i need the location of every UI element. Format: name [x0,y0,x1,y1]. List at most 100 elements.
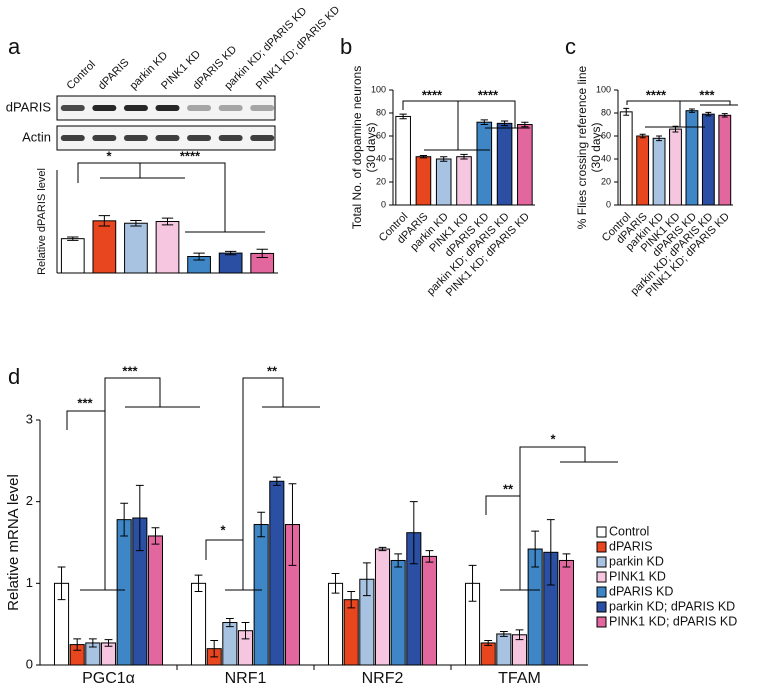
significance-label: ** [503,481,514,496]
error-bar [639,133,646,139]
error-bar [362,562,371,597]
error-bar [241,622,250,640]
legend-swatch [596,541,607,553]
y-tick-label: 100 [596,84,611,94]
bar [116,519,132,666]
significance-bracket [679,100,731,127]
error-bar [688,108,695,113]
y-tick-label: 0 [26,656,33,671]
blot-band [123,135,148,141]
significance-bracket [205,539,244,590]
panel-label: c [565,34,576,59]
blot-band [60,105,85,111]
y-tick-label: 0 [606,199,611,209]
error-bar [98,215,111,227]
error-bar [460,153,468,160]
legend-label: parkin KD [609,554,664,568]
bar [124,222,148,274]
bar [685,110,699,206]
bar [147,535,164,666]
lane-label: Control [64,59,98,93]
bar [652,137,666,206]
panel-label: b [340,34,352,59]
error-bar [425,550,434,563]
bar [517,124,533,206]
significance-bracket [242,377,284,590]
blot-band [250,105,275,111]
significance-label: * [220,522,226,537]
x-tick-label: PGC1α [82,670,135,684]
legend-label: dPARIS [609,539,653,553]
error-bar [521,121,529,128]
bar [190,582,207,666]
significance-bracket [139,162,226,232]
bar [619,111,633,206]
error-bar [440,156,448,162]
bar [669,128,682,206]
significance-bracket [66,410,106,590]
error-bar [484,640,493,646]
y-tick-label: 80 [601,107,611,117]
blot-band [250,135,275,141]
bar [496,633,512,666]
bar [390,559,406,666]
error-bar [104,639,113,647]
legend-label: Control [609,524,649,538]
significance-bracket [457,100,516,150]
panel-label: d [8,364,20,389]
bar [269,480,285,666]
y-tick-label: 40 [601,153,611,163]
error-bar [225,617,234,628]
blot-band [60,135,85,141]
error-bar [257,511,266,538]
lane-label: dPARIS [96,57,132,93]
y-tick-label: 60 [601,130,611,140]
y-tick-label: 2 [26,493,33,508]
blot-row-label: Actin [22,129,51,144]
bar [456,156,472,206]
error-bar [135,484,144,552]
error-bar [399,113,407,120]
bar [253,524,269,666]
bar [218,252,243,274]
blot-band [218,105,243,111]
legend-label: dPARIS KD [609,584,673,598]
bar [327,582,344,666]
significance-bracket [485,495,521,590]
bar [718,114,732,206]
y-axis-label: Relative dPARIS level [36,168,48,275]
bar [476,121,493,206]
error-bar [378,546,387,552]
error-bar [721,113,728,118]
error-bar [546,519,555,586]
bar [60,238,85,274]
bar [343,599,359,666]
y-tick-label: 0 [381,199,386,209]
error-bar [623,107,630,116]
significance-bracket [626,100,681,127]
error-bar [394,553,403,568]
bar [155,221,180,274]
significance-label: *** [77,395,93,410]
blot-band [123,105,148,111]
significance-bracket [519,446,586,590]
y-tick-label: 3 [26,411,33,426]
bar [415,156,432,206]
x-tick-label: NRF1 [225,670,267,684]
bar [435,158,452,206]
error-bar [705,111,712,117]
y-tick-label: 60 [376,130,386,140]
error-bar [57,566,66,601]
x-tick-label: TFAM [498,670,541,684]
bar [374,548,391,666]
legend-swatch [596,601,607,613]
significance-bracket [402,100,459,150]
significance-bracket [104,377,161,590]
y-tick-label: 20 [601,176,611,186]
y-axis-label: (30 days) [364,122,378,172]
error-bar [194,574,203,592]
error-bar [67,236,79,241]
y-axis-label: Total No. of dopamine neurons [350,66,364,229]
significance-label: *** [122,363,138,378]
error-bar [500,120,509,127]
